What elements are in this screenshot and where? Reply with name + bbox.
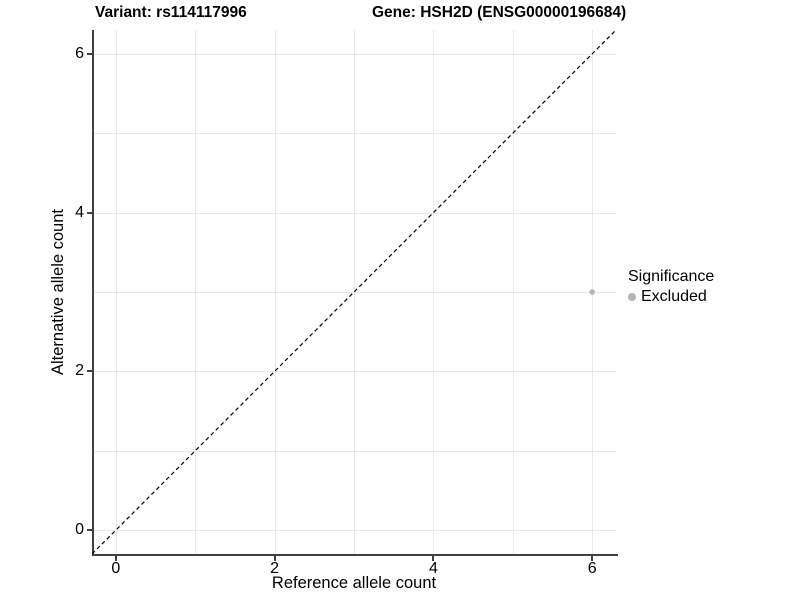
gridline-horizontal bbox=[92, 53, 616, 55]
gridline-horizontal bbox=[92, 133, 616, 135]
x-tick-label: 4 bbox=[428, 560, 438, 577]
y-axis-title: Alternative allele count bbox=[49, 209, 67, 376]
y-tick-mark bbox=[87, 52, 92, 55]
x-tick-label: 2 bbox=[270, 560, 280, 577]
y-tick-label: 4 bbox=[75, 203, 84, 221]
gridline-horizontal bbox=[92, 450, 616, 452]
legend: Significance Excluded bbox=[628, 268, 714, 306]
legend-key-dot-icon bbox=[628, 293, 636, 301]
chart-canvas bbox=[92, 30, 617, 555]
identity-dashed-line bbox=[92, 30, 617, 555]
variant-title: Variant: rs114117996 bbox=[95, 4, 247, 21]
y-tick-label: 6 bbox=[75, 44, 84, 62]
gridline-horizontal bbox=[92, 371, 616, 373]
data-point bbox=[589, 289, 595, 295]
y-tick-label: 0 bbox=[75, 521, 84, 539]
legend-title: Significance bbox=[628, 268, 715, 285]
x-axis-line bbox=[92, 554, 618, 556]
y-tick-label: 2 bbox=[75, 362, 84, 380]
x-tick-mark bbox=[273, 556, 276, 561]
gridline-horizontal bbox=[92, 212, 616, 214]
y-tick-mark bbox=[87, 370, 92, 373]
x-tick-mark bbox=[432, 556, 435, 561]
gridline-horizontal bbox=[92, 292, 616, 293]
legend-item-label: Excluded bbox=[641, 288, 707, 305]
x-tick-label: 6 bbox=[587, 560, 597, 577]
y-axis-line bbox=[92, 30, 94, 556]
gridline-horizontal bbox=[92, 530, 616, 532]
y-tick-mark bbox=[87, 529, 92, 532]
gene-title: Gene: HSH2D (ENSG00000196684) bbox=[372, 4, 627, 21]
legend-item: Excluded bbox=[628, 288, 714, 306]
x-axis-title: Reference allele count bbox=[271, 574, 437, 592]
x-tick-mark bbox=[114, 556, 117, 561]
y-tick-mark bbox=[87, 211, 92, 214]
legend-items: Excluded bbox=[628, 288, 714, 306]
x-tick-mark bbox=[591, 556, 594, 561]
x-tick-label: 0 bbox=[111, 560, 121, 577]
